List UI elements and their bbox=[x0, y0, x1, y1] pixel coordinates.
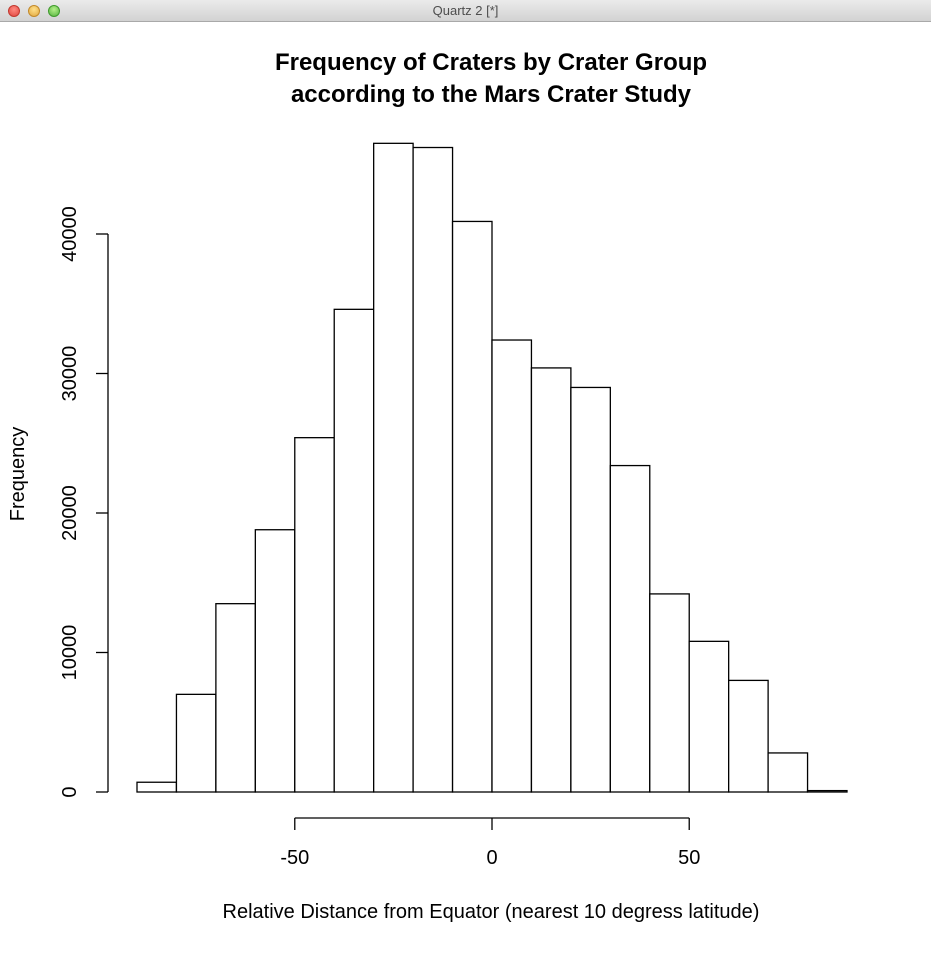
histogram-bar bbox=[688, 640, 730, 793]
window-title: Quartz 2 [*] bbox=[432, 3, 499, 18]
histogram-bar bbox=[728, 679, 769, 793]
histogram-bar bbox=[215, 603, 256, 793]
y-tick-label: 40000 bbox=[59, 206, 81, 262]
histogram-bars bbox=[136, 142, 848, 793]
x-tick-label: 50 bbox=[678, 847, 700, 869]
y-tick-label: 30000 bbox=[59, 346, 81, 402]
x-tick-label: -50 bbox=[280, 847, 309, 869]
x-axis-label: Relative Distance from Equator (nearest … bbox=[223, 901, 760, 923]
y-tick-label: 0 bbox=[59, 786, 81, 797]
window-titlebar[interactable]: Quartz 2 [*] bbox=[0, 0, 931, 22]
y-tick-label: 10000 bbox=[59, 625, 81, 681]
histogram-bar bbox=[570, 386, 611, 793]
histogram-bar bbox=[412, 146, 454, 793]
histogram-plot: Frequency of Craters by Crater Group acc… bbox=[7, 49, 848, 923]
histogram-bar bbox=[451, 220, 493, 793]
chart-title-line-1: Frequency of Craters by Crater Group bbox=[275, 49, 707, 76]
y-axis: 0 10000 20000 30000 40000 bbox=[59, 206, 109, 798]
histogram-bar bbox=[333, 308, 375, 793]
minimize-window-button[interactable] bbox=[28, 5, 40, 17]
x-axis: -50 0 50 bbox=[280, 817, 700, 869]
histogram-bar bbox=[136, 781, 178, 793]
histogram-bar bbox=[373, 142, 414, 793]
y-axis-label: Frequency bbox=[7, 427, 29, 522]
close-window-button[interactable] bbox=[8, 5, 20, 17]
histogram-bar bbox=[254, 529, 296, 793]
histogram-bar bbox=[806, 789, 848, 793]
zoom-window-button[interactable] bbox=[48, 5, 60, 17]
histogram-bar bbox=[294, 437, 335, 793]
histogram-bar bbox=[491, 339, 533, 793]
chart-title-line-2: according to the Mars Crater Study bbox=[291, 81, 692, 108]
histogram-bar bbox=[175, 693, 217, 793]
histogram-bar bbox=[530, 367, 572, 793]
histogram-bar bbox=[609, 464, 651, 793]
x-tick-label: 0 bbox=[486, 847, 497, 869]
y-tick-label: 20000 bbox=[59, 485, 81, 541]
histogram-bar bbox=[649, 593, 690, 793]
histogram-bar bbox=[767, 752, 809, 793]
